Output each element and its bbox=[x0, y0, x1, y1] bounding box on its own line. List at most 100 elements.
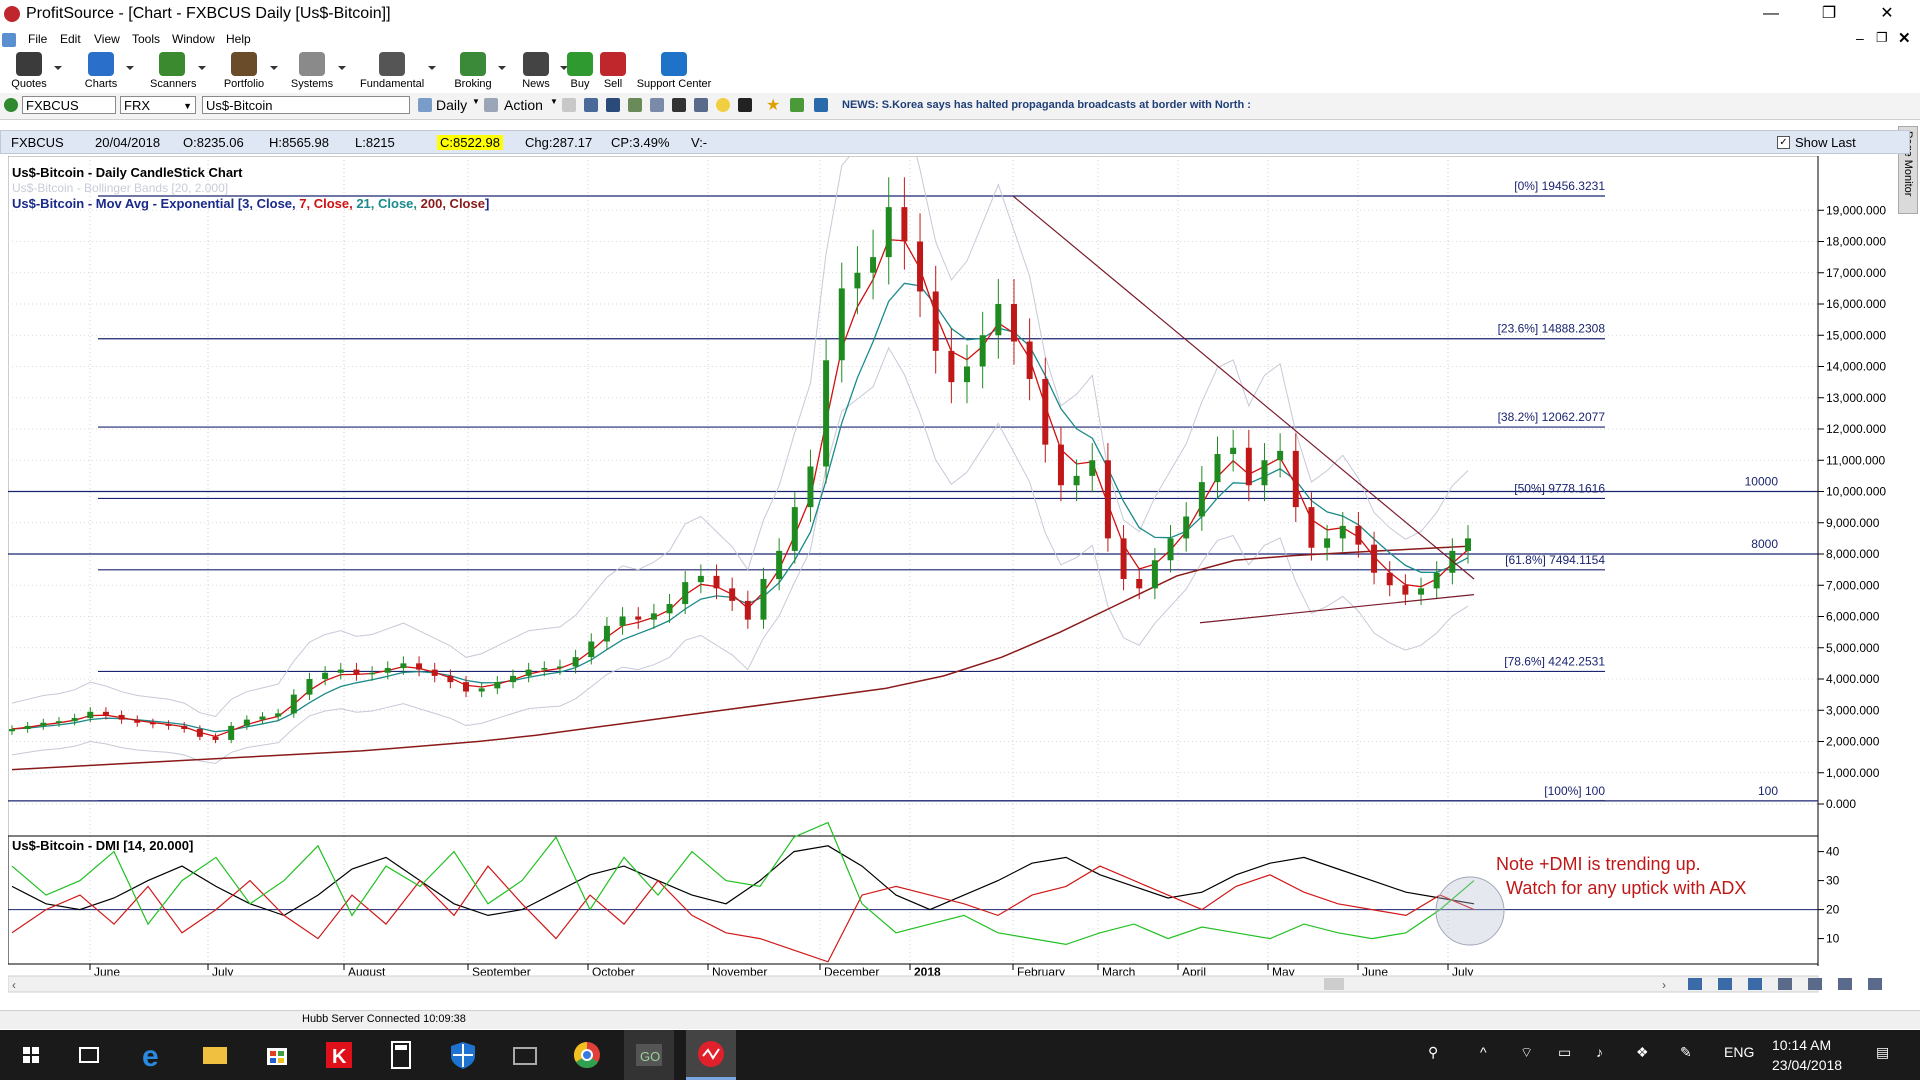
menu-window[interactable]: Window bbox=[172, 32, 215, 46]
pan-right-end-icon[interactable] bbox=[1808, 978, 1822, 990]
draw-tool-7-icon[interactable] bbox=[694, 98, 708, 112]
star-icon[interactable]: ★ bbox=[766, 97, 781, 114]
quotes-dropdown-arrow-icon[interactable] bbox=[54, 66, 62, 70]
portfolio-button[interactable]: Portfolio bbox=[222, 50, 266, 92]
app-logo-icon[interactable] bbox=[4, 6, 20, 22]
media-app-icon[interactable] bbox=[500, 1030, 550, 1080]
edge-browser-icon[interactable]: e bbox=[128, 1030, 178, 1080]
draw-tool-10-icon[interactable] bbox=[814, 98, 828, 112]
security-name-field[interactable]: Us$-Bitcoin bbox=[202, 96, 410, 114]
draw-tool-9-icon[interactable] bbox=[790, 98, 804, 112]
draw-tool-8-icon[interactable] bbox=[738, 98, 752, 112]
fundamental-dropdown-arrow-icon[interactable] bbox=[428, 66, 436, 70]
pan-left-end-icon[interactable] bbox=[1778, 978, 1792, 990]
action-chevron-icon[interactable]: ▼ bbox=[550, 97, 558, 106]
tray-chevron-icon[interactable]: ^ bbox=[1480, 1044, 1487, 1060]
dropbox-icon[interactable]: ❖ bbox=[1636, 1044, 1649, 1060]
candle-body bbox=[243, 719, 250, 726]
light-bulb-icon[interactable] bbox=[716, 98, 730, 112]
pen-icon[interactable]: ✎ bbox=[1680, 1044, 1692, 1060]
draw-tool-6-icon[interactable] bbox=[672, 98, 686, 112]
fundamental-icon bbox=[379, 52, 405, 76]
battery-icon[interactable]: ▭ bbox=[1558, 1044, 1572, 1060]
draw-tool-2-icon[interactable] bbox=[584, 98, 598, 112]
go-icon[interactable] bbox=[4, 98, 18, 112]
store-icon[interactable] bbox=[252, 1030, 302, 1080]
candle-body bbox=[1120, 538, 1127, 579]
chart-scrollbar[interactable] bbox=[7, 975, 1819, 993]
draw-tool-5-icon[interactable] bbox=[650, 98, 664, 112]
step-right-icon[interactable] bbox=[1868, 978, 1882, 990]
quotes-button[interactable]: Quotes bbox=[8, 50, 50, 92]
profitsource-taskbar-icon[interactable] bbox=[686, 1030, 736, 1080]
menu-view[interactable]: View bbox=[94, 32, 120, 46]
clock-time[interactable]: 10:14 AM bbox=[1772, 1037, 1832, 1053]
mdi-document-icon[interactable] bbox=[2, 33, 16, 47]
buy-button[interactable]: Buy bbox=[566, 50, 594, 92]
fundamental-button[interactable]: Fundamental bbox=[360, 50, 424, 92]
minimize-button[interactable]: — bbox=[1763, 5, 1779, 22]
news-ticker[interactable]: NEWS: S.Korea says has halted propaganda… bbox=[842, 99, 1251, 111]
candle-body bbox=[541, 668, 548, 670]
dmi-y-tick-label: 10 bbox=[1826, 932, 1840, 946]
zoom-reset-icon[interactable] bbox=[1748, 978, 1762, 990]
action-dropdown[interactable]: Action bbox=[504, 97, 543, 113]
candle-body bbox=[212, 736, 219, 740]
period-chevron-icon[interactable]: ▼ bbox=[472, 97, 480, 106]
draw-tool-1-icon[interactable] bbox=[562, 98, 576, 112]
people-icon[interactable]: ⚲ bbox=[1428, 1044, 1439, 1060]
clock-date[interactable]: 23/04/2018 bbox=[1772, 1057, 1843, 1073]
volume-icon[interactable]: ♪ bbox=[1596, 1044, 1603, 1060]
show-last-checkbox[interactable]: ✓ bbox=[1777, 136, 1790, 149]
exchange-select[interactable]: FRX ▼ bbox=[120, 96, 196, 114]
scroll-right-arrow-icon[interactable]: › bbox=[1662, 978, 1666, 992]
draw-tool-3-icon[interactable] bbox=[606, 98, 620, 112]
symbol-input[interactable]: FXBCUS bbox=[22, 96, 116, 114]
mdi-restore-button[interactable]: ❐ bbox=[1876, 30, 1888, 45]
systems-dropdown-arrow-icon[interactable] bbox=[338, 66, 346, 70]
portfolio-dropdown-arrow-icon[interactable] bbox=[270, 66, 278, 70]
go-app-icon[interactable]: GO bbox=[624, 1030, 674, 1080]
zoom-out-icon[interactable] bbox=[1718, 978, 1732, 990]
language-indicator[interactable]: ENG bbox=[1724, 1044, 1755, 1060]
systems-button[interactable]: Systems bbox=[290, 50, 334, 92]
file-explorer-icon[interactable] bbox=[190, 1030, 240, 1080]
news-button[interactable]: News bbox=[516, 50, 556, 92]
restore-button[interactable]: ❐ bbox=[1821, 5, 1837, 22]
sell-button[interactable]: Sell bbox=[600, 50, 626, 92]
scrollbar-thumb[interactable] bbox=[1324, 978, 1344, 990]
menu-tools[interactable]: Tools bbox=[132, 32, 161, 46]
close-window-button[interactable]: ✕ bbox=[1880, 5, 1894, 22]
news-dropdown-arrow-icon[interactable] bbox=[560, 66, 568, 70]
start-button[interactable] bbox=[6, 1030, 56, 1080]
mdi-close-button[interactable]: ✕ bbox=[1898, 30, 1911, 47]
charts-button[interactable]: Charts bbox=[80, 50, 122, 92]
broking-dropdown-arrow-icon[interactable] bbox=[498, 66, 506, 70]
wifi-icon[interactable]: ⌔ bbox=[1520, 1044, 1534, 1060]
chrome-icon[interactable] bbox=[562, 1030, 612, 1080]
period-dropdown[interactable]: Daily bbox=[436, 97, 468, 113]
draw-tool-4-icon[interactable] bbox=[628, 98, 642, 112]
defender-icon[interactable] bbox=[438, 1030, 488, 1080]
scroll-left-arrow-icon[interactable]: ‹ bbox=[12, 978, 16, 992]
mdi-minimize-button[interactable]: – bbox=[1856, 30, 1864, 46]
menu-file[interactable]: File bbox=[28, 32, 48, 46]
scanners-button[interactable]: Scanners bbox=[150, 50, 196, 92]
support-center-button[interactable]: Support Center bbox=[636, 50, 712, 92]
quote-date: 20/04/2018 bbox=[95, 135, 161, 150]
chart-area[interactable]: 0.000 1,000.000 2,000.000 3,000.000 4,000.00… bbox=[7, 64, 1908, 996]
menu-help[interactable]: Help bbox=[226, 32, 251, 46]
step-left-icon[interactable] bbox=[1838, 978, 1852, 990]
menu-edit[interactable]: Edit bbox=[60, 32, 81, 46]
kaspersky-icon[interactable]: K bbox=[314, 1030, 364, 1080]
chart-svg[interactable]: 0.000 1,000.000 2,000.000 3,000.000 4,000.00… bbox=[7, 64, 1908, 996]
scanners-dropdown-arrow-icon[interactable] bbox=[198, 66, 206, 70]
broking-button[interactable]: Broking bbox=[452, 50, 494, 92]
y-tick-label: 16,000.000 bbox=[1826, 297, 1886, 311]
charts-dropdown-arrow-icon[interactable] bbox=[126, 66, 134, 70]
calculator-icon[interactable] bbox=[376, 1030, 426, 1080]
candle-body bbox=[1245, 447, 1252, 486]
zoom-in-icon[interactable] bbox=[1688, 978, 1702, 990]
task-view-icon[interactable] bbox=[64, 1030, 114, 1080]
notifications-icon[interactable]: ▤ bbox=[1876, 1044, 1890, 1060]
